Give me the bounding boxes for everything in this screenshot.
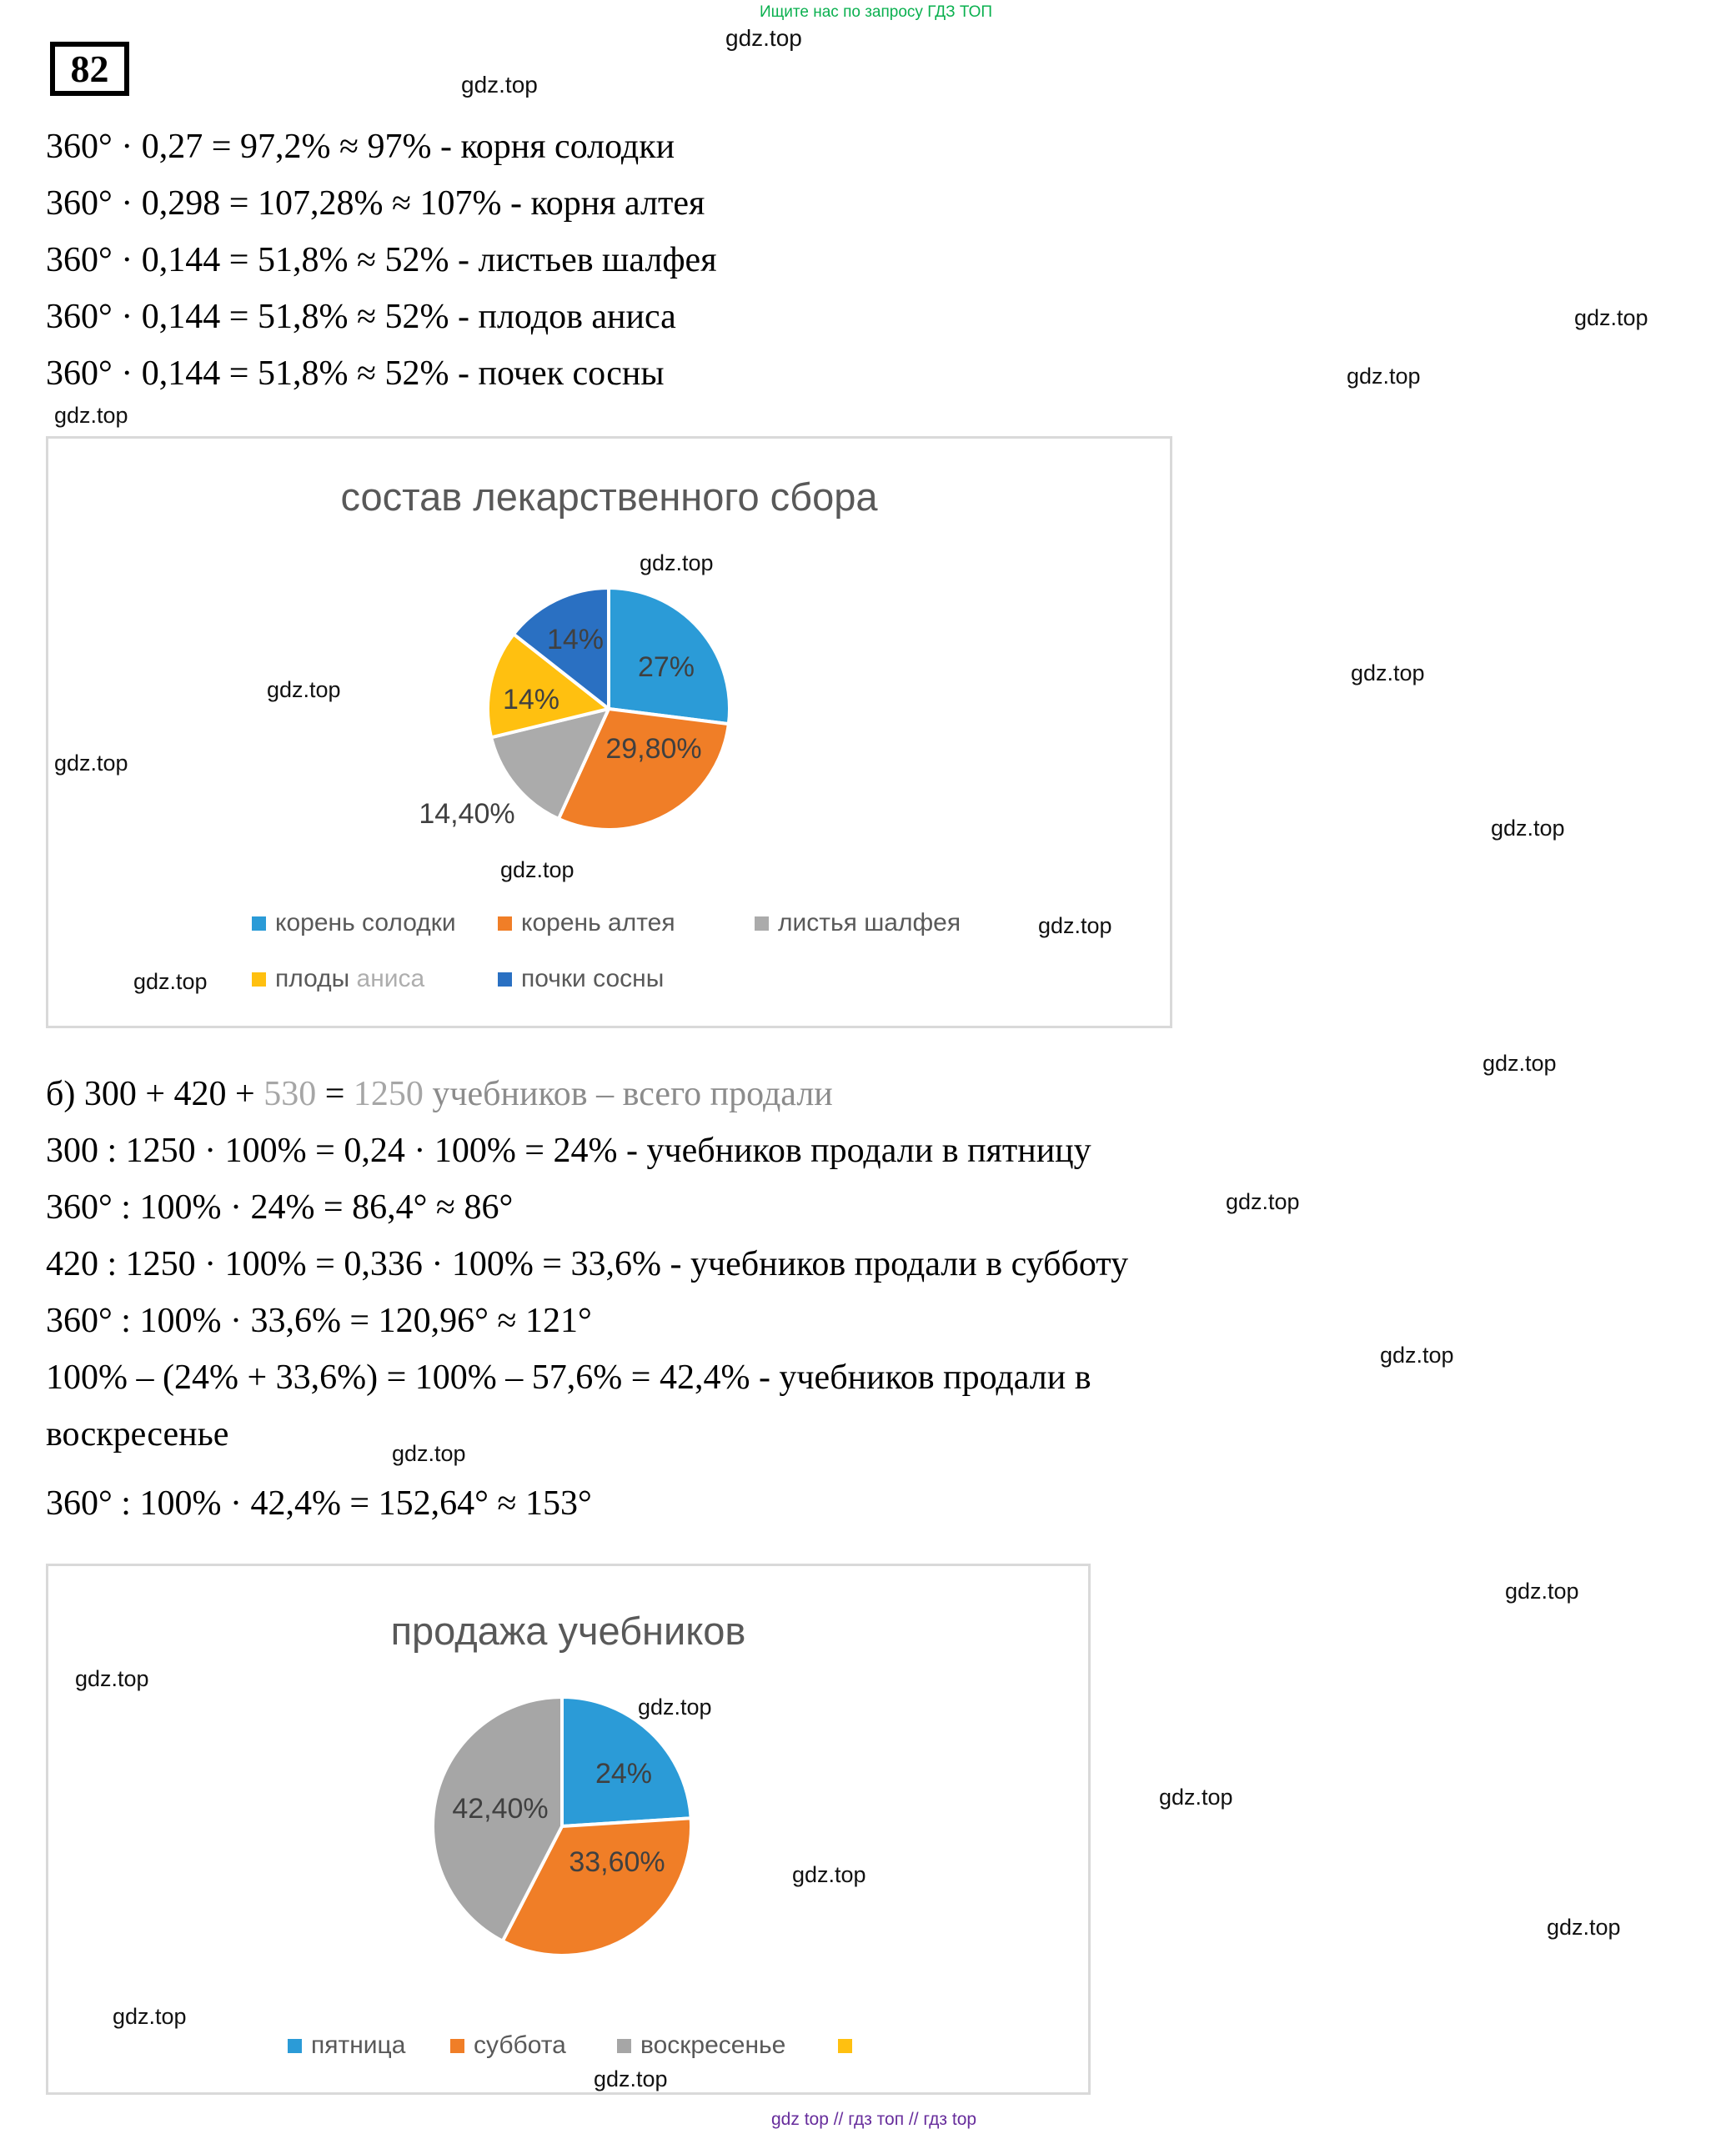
chart-title: продажа учебников (390, 1609, 746, 1653)
pie-data-label: 14% (503, 684, 559, 716)
solution-line-b1: б) 300 + 420 + 530 = 1250 учебников – вс… (46, 1074, 833, 1114)
watermark-gdz-top: gdz.top (1491, 816, 1565, 841)
line-segment-faded: учебников – всего продали (423, 1075, 833, 1113)
legend-label: корень солодки (275, 909, 456, 936)
footer-links: gdz top // гдз топ // гдз top (771, 2110, 977, 2129)
legend-swatch (838, 2039, 852, 2053)
legend-label: пятница (311, 2031, 406, 2059)
pie-data-label: 33,60% (569, 1846, 665, 1878)
problem-number-badge: 82 (50, 42, 129, 96)
watermark-gdz-top: gdz.top (267, 677, 341, 702)
pie-slice-воскресенье (431, 1695, 564, 1943)
solution-line-b7: воскресенье (46, 1415, 229, 1454)
watermark-gdz-top: gdz.top (725, 25, 802, 51)
pie-slice-корень алтея (556, 707, 730, 831)
legend-swatch (498, 972, 512, 987)
pie-data-label: 14,40% (419, 798, 514, 830)
watermark-gdz-top: gdz.top (461, 72, 538, 98)
solution-line-b5: 360° : 100% · 33,6% = 120,96° ≈ 121° (46, 1302, 592, 1340)
line-segment-faded: 1250 (353, 1075, 424, 1113)
watermark-gdz-top: gdz.top (113, 2004, 187, 2029)
watermark-gdz-top: gdz.top (1159, 1785, 1233, 1810)
legend-label: плоды аниса (275, 965, 424, 993)
pie-slice-листья шалфея (489, 707, 610, 821)
pie-slice-пятница (560, 1695, 693, 1828)
pie-data-label: 27% (638, 651, 695, 683)
watermark-gdz-top: gdz.top (1380, 1343, 1454, 1368)
line-segment-faded: 530 (263, 1075, 317, 1113)
solution-line-a5: 360° · 0,144 = 51,8% ≈ 52% - почек сосны (46, 354, 665, 393)
watermark-gdz-top: gdz.top (54, 751, 128, 776)
watermark-gdz-top: gdz.top (1038, 913, 1112, 938)
watermark-gdz-top: gdz.top (1505, 1579, 1579, 1604)
legend-label: почки сосны (521, 965, 665, 992)
solution-line-a1: 360° · 0,27 = 97,2% ≈ 97% - корня солодк… (46, 128, 675, 166)
watermark-gdz-top: gdz.top (54, 403, 128, 428)
legend-label-part-faded: аниса (356, 965, 425, 992)
solution-line-b4: 420 : 1250 · 100% = 0,336 · 100% = 33,6%… (46, 1245, 1129, 1283)
legend-swatch (288, 2039, 302, 2053)
problem-number: 82 (70, 48, 109, 90)
solution-line-a2: 360° · 0,298 = 107,28% ≈ 107% - корня ал… (46, 184, 705, 223)
legend-label-part: плоды (275, 965, 357, 992)
legend-swatch (252, 916, 266, 931)
legend-swatch (498, 916, 512, 931)
watermark-gdz-top: gdz.top (1347, 364, 1421, 389)
watermark-gdz-top: gdz.top (1351, 660, 1425, 685)
watermark-gdz-top: gdz.top (1483, 1051, 1557, 1076)
pie-data-label: 14% (547, 624, 604, 655)
watermark-gdz-top: gdz.top (640, 550, 714, 575)
watermark-gdz-top: gdz.top (1547, 1915, 1621, 1940)
solution-line-b8: 360° : 100% · 42,4% = 152,64° ≈ 153° (46, 1484, 592, 1523)
pie-chart-herbs: 27% 29,80% 14,40% 14% 14% (419, 586, 731, 831)
pie-data-label: 24% (595, 1758, 652, 1790)
legend-swatch (617, 2039, 631, 2053)
legend-label: корень алтея (521, 909, 675, 936)
legend-label: суббота (474, 2031, 566, 2059)
line-segment: б) 300 + 420 + (46, 1075, 264, 1113)
watermark-gdz-top: gdz.top (75, 1666, 149, 1691)
solution-line-b6: 100% – (24% + 33,6%) = 100% – 57,6% = 42… (46, 1358, 1091, 1397)
pie-slice-почки сосны (511, 586, 610, 710)
line-segment: = (316, 1075, 354, 1113)
solution-line-a3: 360° · 0,144 = 51,8% ≈ 52% - листьев шал… (46, 241, 717, 279)
watermark-gdz-top: gdz.top (392, 1441, 466, 1466)
pie-slice-корень солодки (607, 586, 731, 726)
solution-line-b2: 300 : 1250 · 100% = 0,24 · 100% = 24% - … (46, 1132, 1091, 1170)
promo-banner: Ищите нас по запросу ГДЗ ТОП (760, 3, 993, 21)
pie-data-label: 29,80% (605, 733, 701, 765)
watermark-gdz-top: gdz.top (500, 857, 574, 882)
pie-chart-textbooks: 24% 33,60% 42,40% (431, 1695, 693, 1957)
watermark-gdz-top: gdz.top (1574, 305, 1648, 330)
legend-label: воскресенье (640, 2031, 786, 2059)
watermark-gdz-top: gdz.top (1226, 1189, 1300, 1214)
legend-swatch (755, 916, 769, 931)
legend-swatch (252, 972, 266, 987)
solution-line-a4: 360° · 0,144 = 51,8% ≈ 52% - плодов анис… (46, 298, 676, 336)
legend-swatch (450, 2039, 464, 2053)
pie-data-label: 42,40% (452, 1793, 548, 1825)
chart-title: состав лекарственного сбора (340, 475, 878, 519)
watermark-gdz-top: gdz.top (133, 969, 208, 994)
watermark-gdz-top: gdz.top (594, 2066, 668, 2091)
pie-slice-плоды аниса (486, 632, 610, 740)
watermark-gdz-top: gdz.top (638, 1695, 712, 1720)
watermark-gdz-top: gdz.top (792, 1862, 866, 1887)
legend-label: листья шалфея (778, 909, 961, 936)
solution-line-b3: 360° : 100% · 24% = 86,4° ≈ 86° (46, 1188, 514, 1227)
